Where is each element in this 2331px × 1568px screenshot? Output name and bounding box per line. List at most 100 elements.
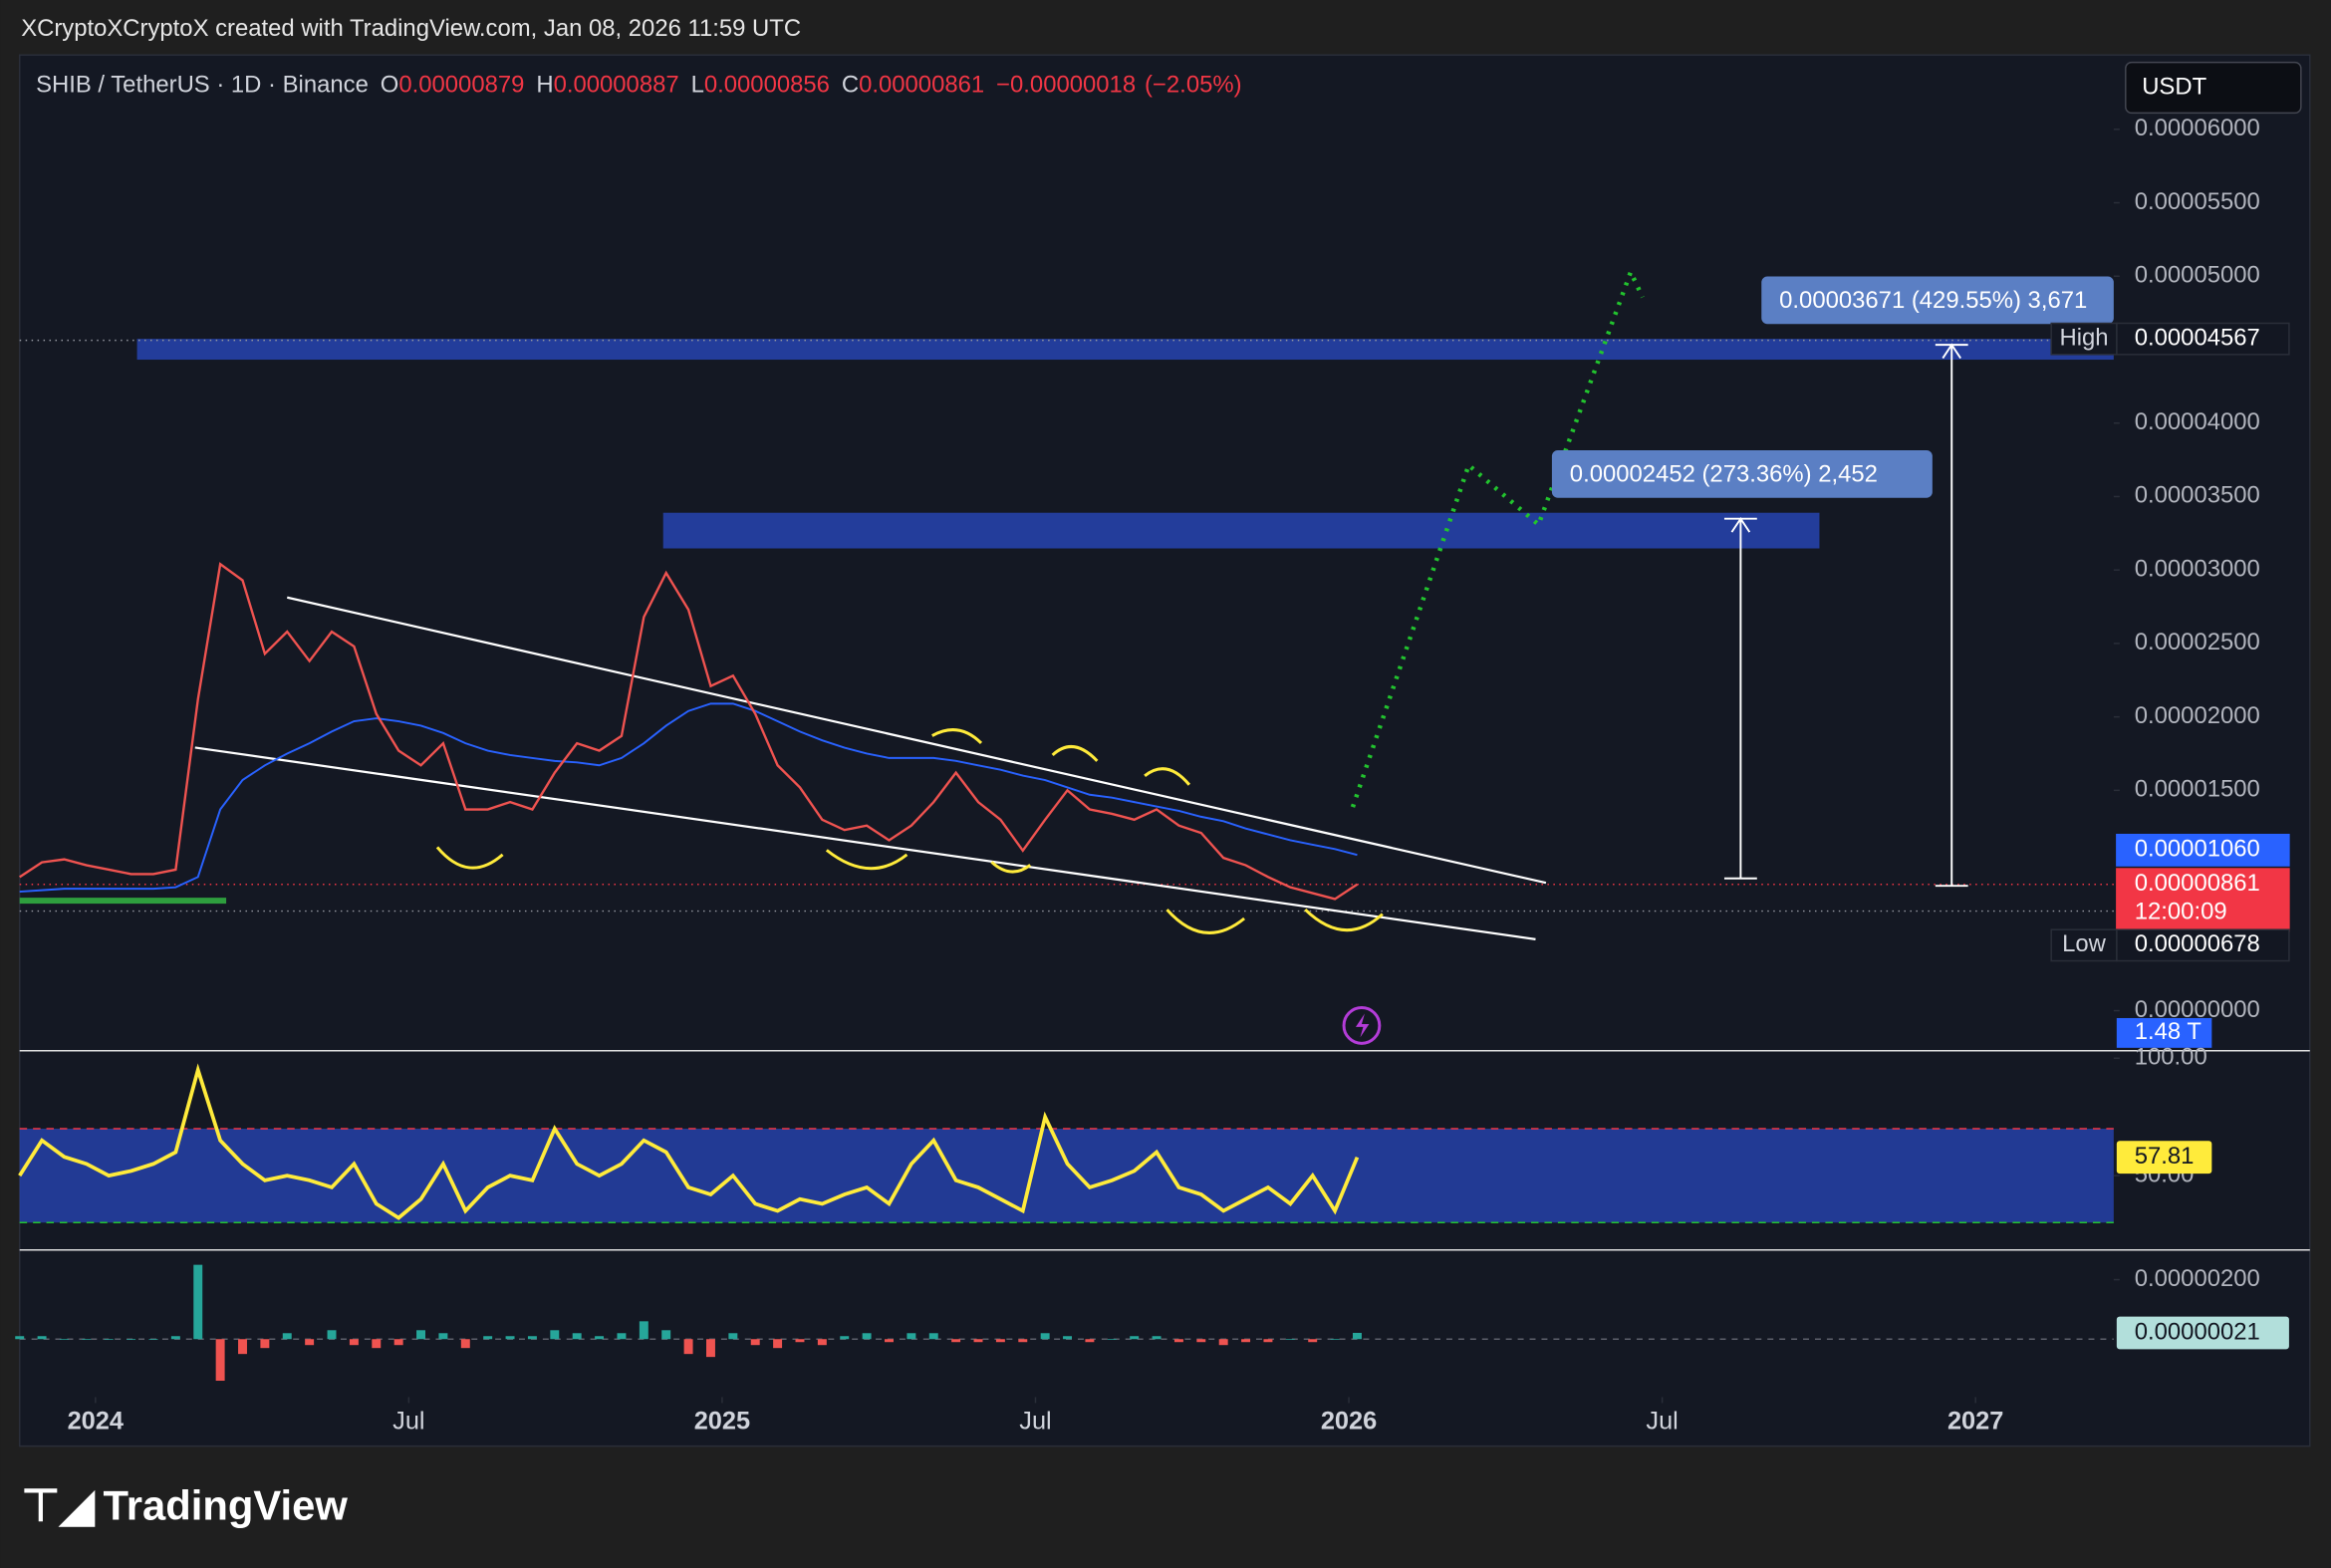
logo-text: TradingView bbox=[104, 1481, 349, 1528]
histogram-bar bbox=[572, 1333, 582, 1340]
projection bbox=[1350, 266, 1645, 808]
credit: XCryptoXCryptoX created with TradingView… bbox=[21, 15, 801, 42]
histogram-bar bbox=[127, 1339, 136, 1340]
x-tick-label: 2025 bbox=[694, 1407, 750, 1435]
rsi-tag bbox=[2116, 1141, 2212, 1175]
ohlc-value: 0.00000856 bbox=[704, 72, 830, 99]
series-line bbox=[19, 702, 1358, 894]
price-tag-name-box bbox=[2050, 322, 2118, 356]
histogram-bar bbox=[550, 1330, 560, 1340]
ohlc-key: L bbox=[691, 72, 704, 99]
macd-tag bbox=[2116, 1316, 2289, 1350]
volume-tag bbox=[2116, 1017, 2212, 1048]
ohlc-key: C bbox=[842, 72, 859, 99]
measure-label: 0.00002452 (273.36%) 2,452 bbox=[1570, 461, 1878, 488]
y-tick-label: 0.00006000 bbox=[2135, 115, 2260, 141]
histogram-bar bbox=[1308, 1339, 1318, 1343]
x-tick-label: 2026 bbox=[1321, 1407, 1377, 1435]
marker bbox=[19, 898, 227, 905]
x-tick-label: 2024 bbox=[68, 1407, 124, 1435]
price-tag-label: 0.00000861 bbox=[2135, 870, 2260, 897]
logo: ⊤◢ TradingView bbox=[21, 1480, 348, 1530]
y-tick-label: 0.00003000 bbox=[2135, 555, 2260, 582]
histogram-bar bbox=[1130, 1336, 1140, 1340]
histogram-bar bbox=[1085, 1339, 1095, 1343]
histogram-bar bbox=[505, 1336, 515, 1340]
measure-box bbox=[1761, 276, 2114, 325]
y-tick-label: 100.00 bbox=[2135, 1044, 2207, 1071]
y-tick-label: 0.00003500 bbox=[2135, 482, 2260, 509]
histogram-bar bbox=[15, 1336, 25, 1340]
histogram-bar bbox=[840, 1336, 850, 1340]
histogram-bar bbox=[705, 1339, 715, 1358]
price-tag bbox=[2116, 833, 2290, 867]
histogram-bar bbox=[951, 1339, 961, 1343]
currency: USDT bbox=[2142, 73, 2206, 100]
price-tag bbox=[2116, 868, 2290, 932]
histogram-bar bbox=[906, 1333, 916, 1340]
volume-label: 1.48 T bbox=[2135, 1018, 2202, 1045]
currency-button[interactable] bbox=[2125, 61, 2302, 115]
histogram-bar bbox=[639, 1321, 648, 1340]
ohlc-key: O bbox=[381, 72, 399, 99]
histogram-bar bbox=[170, 1336, 180, 1340]
histogram-bar bbox=[305, 1339, 315, 1346]
pattern-marks bbox=[435, 728, 1384, 934]
symbol: SHIB / TetherUS · 1D · Binance bbox=[36, 72, 369, 99]
histogram-bar bbox=[1196, 1339, 1206, 1343]
annotations: 0.00003671 (429.55%) 3,671 0.00002452 (2… bbox=[19, 266, 2114, 1045]
histogram-bar bbox=[148, 1339, 158, 1340]
price-tag-name-box bbox=[2050, 928, 2118, 962]
y-tick-label: 0.00001500 bbox=[2135, 776, 2260, 803]
y-tick-label: 0.00005000 bbox=[2135, 262, 2260, 289]
histogram-bar bbox=[795, 1339, 805, 1343]
histogram-bar bbox=[862, 1333, 872, 1340]
histogram-bar bbox=[438, 1333, 448, 1340]
alert-icon-bolt bbox=[1355, 1013, 1370, 1038]
histogram-bar bbox=[1018, 1339, 1028, 1343]
change: −0.00000018 bbox=[996, 72, 1136, 99]
histogram-bar bbox=[773, 1339, 783, 1349]
histogram-bar bbox=[372, 1339, 382, 1349]
x-tick-label: Jul bbox=[1646, 1407, 1678, 1435]
histogram-bar bbox=[282, 1333, 292, 1340]
price-tag-label: 0.00000678 bbox=[2135, 930, 2260, 957]
histogram-bar bbox=[483, 1336, 493, 1340]
histogram-bar bbox=[215, 1339, 225, 1382]
histogram-bar bbox=[728, 1333, 738, 1340]
histogram-bar bbox=[193, 1264, 203, 1340]
histogram-bar bbox=[416, 1330, 426, 1340]
alert-icon[interactable] bbox=[1342, 1006, 1382, 1045]
histogram-bar bbox=[260, 1339, 270, 1349]
price-tag bbox=[2116, 928, 2290, 962]
histogram-bar bbox=[928, 1333, 938, 1340]
histogram-bar bbox=[1040, 1333, 1050, 1340]
y-tick-label: 0.00005500 bbox=[2135, 188, 2260, 215]
price-tag-name: High bbox=[2059, 324, 2108, 351]
trendline bbox=[194, 746, 1536, 941]
histogram-bar bbox=[661, 1330, 671, 1340]
histogram-bar bbox=[973, 1339, 983, 1343]
change-pct: (−2.05%) bbox=[1145, 72, 1241, 99]
countdown: 12:00:09 bbox=[2135, 898, 2227, 924]
histogram-bar bbox=[595, 1336, 605, 1340]
histogram-bar bbox=[393, 1339, 403, 1346]
histogram-bar bbox=[885, 1339, 894, 1343]
histogram-bar bbox=[1107, 1339, 1117, 1340]
ohlc-key: H bbox=[536, 72, 553, 99]
histogram-bar bbox=[527, 1336, 537, 1340]
y-tick-label: 0.00002500 bbox=[2135, 629, 2260, 655]
price-tag-name: Low bbox=[2062, 930, 2107, 957]
ohlc-value: 0.00000879 bbox=[398, 72, 524, 99]
histogram-bar bbox=[1218, 1339, 1228, 1346]
resistance-zone bbox=[136, 339, 2114, 361]
macd-value: 0.00000021 bbox=[2135, 1318, 2260, 1345]
x-tick-label: 2027 bbox=[1947, 1407, 2003, 1435]
histogram-bar bbox=[82, 1339, 92, 1340]
rsi-band bbox=[19, 1128, 2114, 1223]
histogram-bar bbox=[1173, 1339, 1183, 1343]
x-tick-label: Jul bbox=[1019, 1407, 1051, 1435]
series-line bbox=[19, 562, 1359, 901]
ohlc-value: 0.00000887 bbox=[554, 72, 679, 99]
